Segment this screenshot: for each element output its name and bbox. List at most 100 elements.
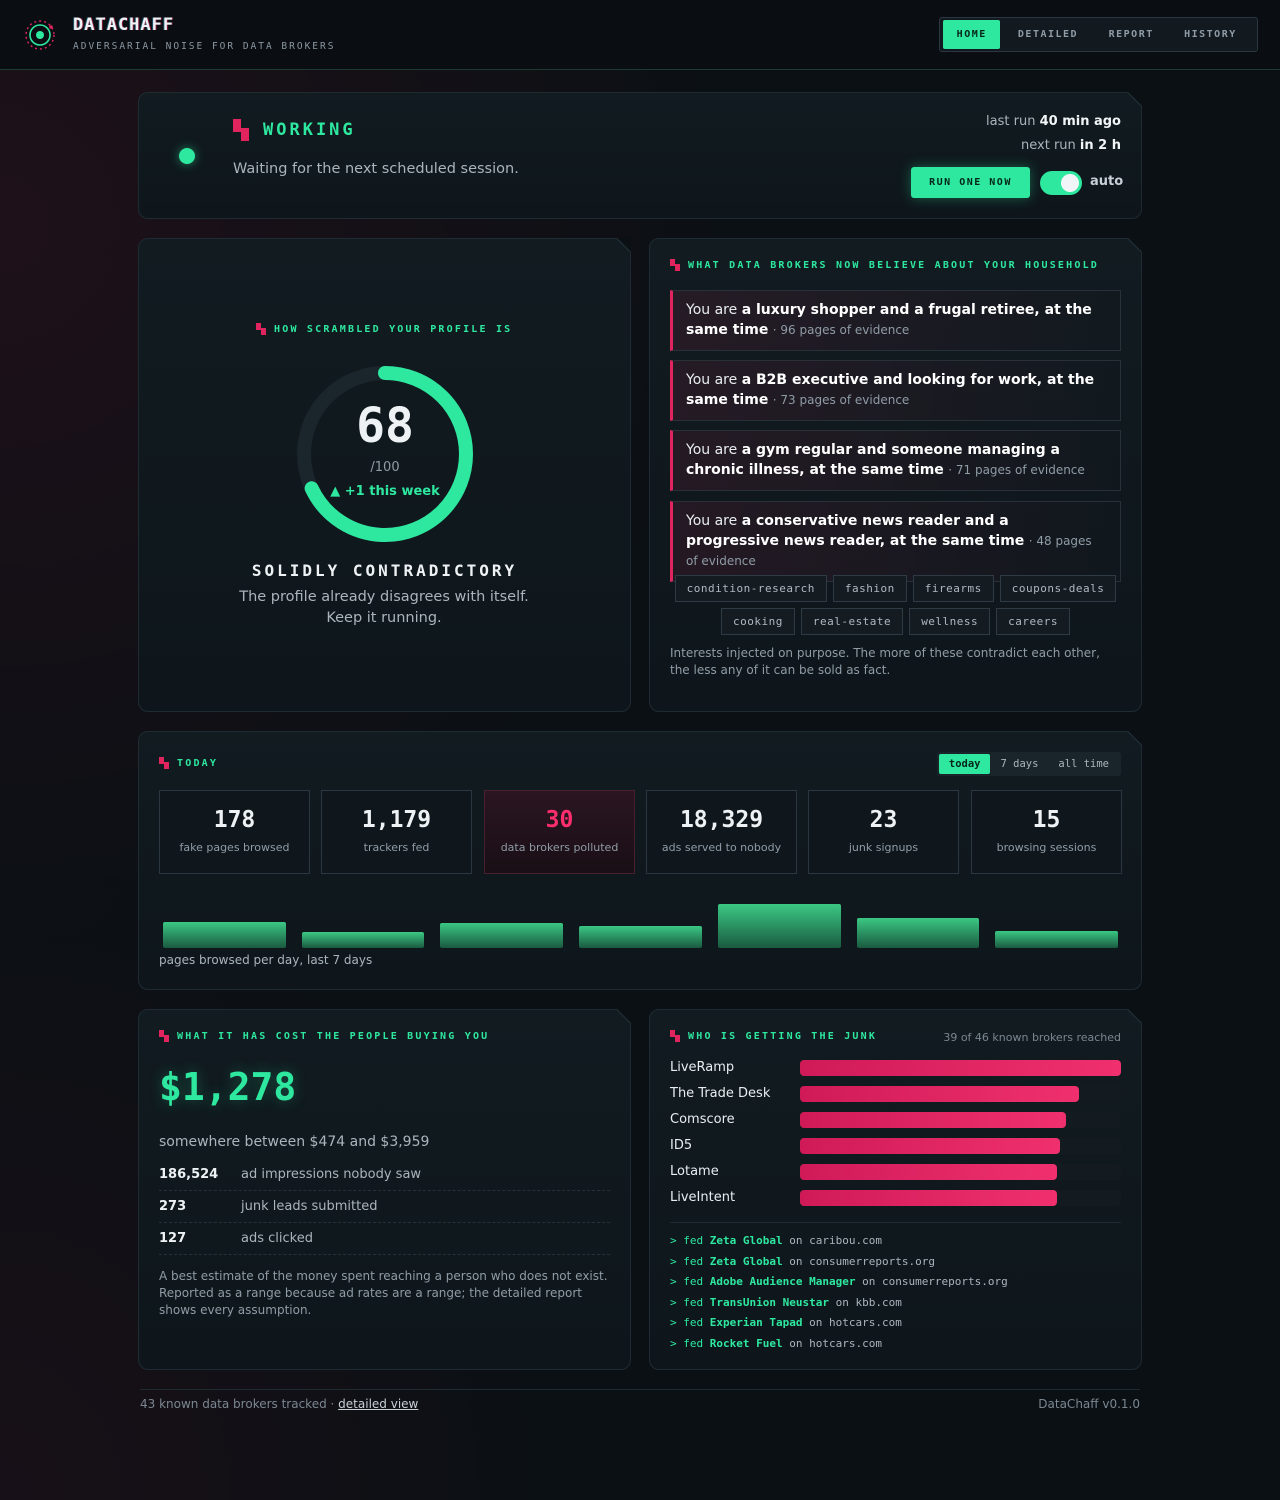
footer-divider: [140, 1389, 1140, 1390]
run-one-now-button[interactable]: RUN ONE NOW: [911, 167, 1030, 198]
feed-prefix: > fed: [670, 1275, 704, 1289]
nav-history[interactable]: HISTORY: [1184, 29, 1237, 40]
cost-title: WHAT IT HAS COST THE PEOPLE BUYING YOU: [177, 1030, 490, 1042]
feed-broker: Zeta Global: [709, 1234, 783, 1247]
status-description: Waiting for the next scheduled session.: [233, 161, 519, 177]
cost-range: somewhere between $474 and $3,959: [159, 1134, 430, 1150]
app-tagline: ADVERSARIAL NOISE FOR DATA BROKERS: [73, 41, 336, 52]
broker-row: Comscore: [670, 1110, 1121, 1130]
broker-bar-fill: [800, 1112, 1067, 1128]
broker-bar-track: [800, 1190, 1121, 1206]
score-title: HOW SCRAMBLED YOUR PROFILE IS: [274, 323, 513, 335]
feed-on: on: [789, 1254, 803, 1268]
broker-row: LiveIntent: [670, 1188, 1121, 1208]
feed-on: on: [862, 1275, 876, 1289]
belief-item: You are a luxury shopper and a frugal re…: [670, 290, 1121, 351]
range-7-days[interactable]: 7 days: [1000, 758, 1039, 770]
footer-version: DataChaff v0.1.0: [1038, 1397, 1140, 1411]
stat-label: fake pages browsed: [179, 841, 290, 854]
radar-logo-icon: [25, 20, 55, 50]
feed-broker: TransUnion Neustar: [709, 1295, 829, 1309]
pixel-marker-icon: [256, 323, 266, 335]
feed-broker: Rocket Fuel: [709, 1337, 783, 1350]
broker-bar-track: [800, 1138, 1121, 1154]
nav-detailed[interactable]: DETAILED: [1017, 29, 1079, 40]
stat-label: ads served to nobody: [661, 841, 782, 854]
interest-tags: condition-research fashion firearms coup…: [670, 575, 1121, 635]
stat-value: 30: [545, 807, 574, 833]
interest-tag: coupons-deals: [999, 575, 1117, 602]
feed-prefix: > fed: [670, 1254, 704, 1268]
broker-row: LiveRamp: [670, 1058, 1121, 1078]
belief-item: You are a gym regular and someone managi…: [670, 430, 1121, 491]
pixel-marker-icon: [159, 1030, 169, 1042]
stat-junk-signups: 23 junk signups: [808, 790, 959, 874]
feed-line: > fed TransUnion Neustar on kbb.com: [670, 1296, 902, 1309]
feed-site: hotcars.com: [809, 1337, 882, 1350]
brokers-title: WHO IS GETTING THE JUNK: [688, 1030, 878, 1042]
day-bar: [856, 918, 980, 948]
status-heading: WORKING: [233, 119, 356, 141]
today-card: TODAY today 7 days all time 178 fake pag…: [138, 731, 1142, 990]
next-run-value: in 2 h: [1079, 138, 1121, 153]
cost-amount: $1,278: [159, 1065, 297, 1109]
feed-site: hotcars.com: [828, 1316, 902, 1330]
beliefs-note: Interests injected on purpose. The more …: [670, 646, 1100, 677]
broker-bar-track: [800, 1112, 1121, 1128]
belief-prefix: You are: [686, 372, 738, 388]
stat-fake-pages: 178 fake pages browsed: [159, 790, 310, 874]
auto-toggle-label: auto: [1090, 174, 1124, 189]
stat-brokers-polluted: 30 data brokers polluted: [484, 790, 635, 874]
interest-tag: fashion: [832, 575, 907, 602]
status-state: WORKING: [263, 120, 356, 140]
day-bar: [440, 922, 564, 948]
beliefs-section-title: WHAT DATA BROKERS NOW BELIEVE ABOUT YOUR…: [670, 259, 1099, 271]
belief-claim: a B2B executive and looking for work, at…: [686, 372, 1095, 408]
auto-toggle[interactable]: [1040, 171, 1082, 195]
last-run: last run 40 min ago: [986, 114, 1121, 129]
broker-name: Lotame: [670, 1164, 719, 1179]
stat-ads-served: 18,329 ads served to nobody: [646, 790, 797, 874]
today-section-title: TODAY: [159, 757, 218, 769]
stat-trackers-fed: 1,179 trackers fed: [321, 790, 472, 874]
nav-report[interactable]: REPORT: [1108, 29, 1154, 40]
day-bar: [717, 904, 841, 948]
belief-item: You are a conservative news reader and a…: [670, 501, 1121, 582]
brokers-card: WHO IS GETTING THE JUNK 39 of 46 known b…: [649, 1009, 1142, 1370]
interest-tag: condition-research: [674, 575, 827, 602]
score-verdict-sub: The profile already disagrees with itsel…: [239, 589, 529, 626]
next-run-label: next run: [1021, 138, 1076, 153]
next-run: next run in 2 h: [1021, 138, 1121, 153]
score-section-title: HOW SCRAMBLED YOUR PROFILE IS: [256, 323, 512, 335]
cost-row-value: 186,524: [159, 1167, 219, 1182]
day-bar: [163, 921, 286, 948]
day-bar: [579, 926, 702, 948]
last-run-label: last run: [986, 114, 1036, 129]
range-all-time[interactable]: all time: [1058, 758, 1109, 770]
score-gauge: 68 /100 ▲ +1 this week: [295, 364, 475, 544]
interest-tag: wellness: [909, 608, 991, 635]
belief-evidence: · 71 pages of evidence: [948, 463, 1085, 477]
cost-row-value: 127: [159, 1231, 187, 1246]
detailed-view-link[interactable]: detailed view: [338, 1397, 419, 1411]
stat-label: browsing sessions: [996, 841, 1097, 854]
stat-value: 18,329: [679, 807, 764, 833]
bars-caption: pages browsed per day, last 7 days: [159, 953, 373, 967]
nav-home[interactable]: HOME: [943, 20, 1001, 49]
footer-tracked: 43 known data brokers tracked ·: [140, 1397, 335, 1411]
today-title: TODAY: [177, 757, 219, 769]
feed-broker: Experian Tapad: [709, 1316, 803, 1330]
cost-row: 186,524 ad impressions nobody saw: [159, 1159, 610, 1191]
cost-row-label: ad impressions nobody saw: [241, 1167, 422, 1182]
feed-line: > fed Zeta Global on caribou.com: [670, 1234, 882, 1247]
broker-bar-track: [800, 1060, 1121, 1076]
stat-value: 23: [869, 807, 898, 833]
status-card: WORKING Waiting for the next scheduled s…: [138, 92, 1142, 219]
belief-claim: a luxury shopper and a frugal retiree, a…: [686, 302, 1092, 338]
feed-on: on: [835, 1295, 849, 1309]
cost-card: WHAT IT HAS COST THE PEOPLE BUYING YOU $…: [138, 1009, 631, 1370]
feed-on: on: [809, 1316, 823, 1330]
feed-prefix: > fed: [670, 1295, 704, 1309]
belief-item: You are a B2B executive and looking for …: [670, 360, 1121, 421]
range-today[interactable]: today: [938, 754, 991, 774]
